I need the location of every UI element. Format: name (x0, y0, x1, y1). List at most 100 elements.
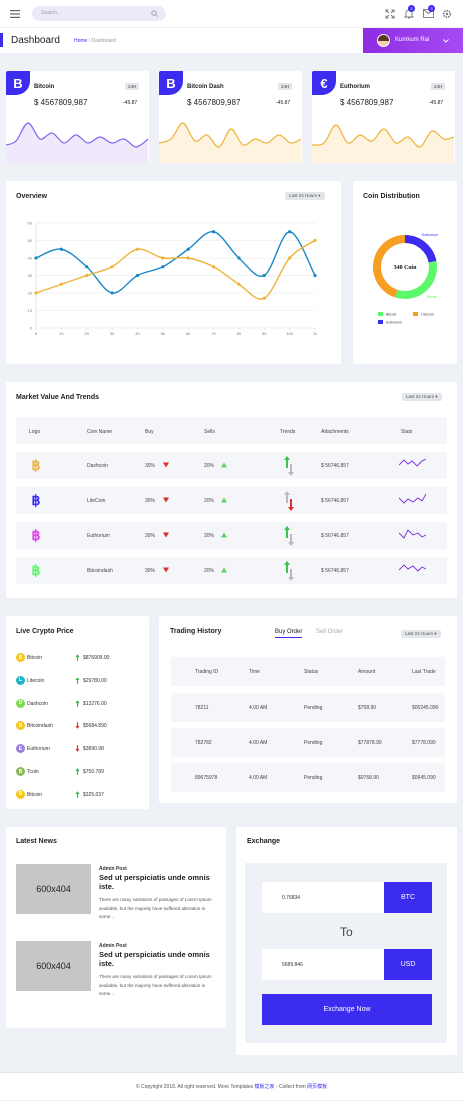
legend-label: Bitcoin (386, 313, 397, 317)
to-amount-input[interactable]: 5689.846 (262, 949, 384, 980)
live-coin-price: $29780.00 (83, 677, 107, 684)
tab-sell-order[interactable]: Sell Order (316, 629, 344, 635)
buy-value: 30% (145, 533, 156, 539)
news-excerpt: There are many variations of passages of… (99, 897, 212, 919)
market-column-header: Logo (29, 429, 41, 435)
data-point (313, 273, 317, 278)
donut-slice (404, 235, 437, 263)
legend-label: Euthorium (386, 321, 402, 325)
y-tick-label: 0 (30, 326, 33, 331)
data-point (110, 265, 114, 269)
coin-logo-icon: ฿ (31, 456, 41, 473)
ticker-badge: 24H (125, 83, 140, 90)
coin-badge-icon: L (16, 675, 25, 685)
data-point (211, 230, 216, 234)
market-row[interactable]: ฿ Dashcoin 30% 20% $ 56746,857 (16, 452, 447, 479)
market-row[interactable]: ฿ Bitcoindash 30% 20% $ 56746,857 (16, 557, 447, 584)
to-currency-select[interactable]: USD (384, 949, 432, 980)
search-icon[interactable] (151, 10, 158, 17)
news-headline[interactable]: Sed ut perspiciatis unde omnis iste. (99, 873, 210, 891)
ticker-change: -45.87 (123, 100, 138, 106)
ticker-change: -45.87 (276, 100, 291, 106)
y-tick-label: 10 (28, 308, 33, 313)
history-filter-select[interactable]: Last 24 Hours ▾ (401, 630, 441, 638)
ticker-name: Bitcoin (34, 84, 55, 90)
ticker-price: $ 4567809,987 (34, 98, 88, 107)
user-menu[interactable]: Kumkum Rai (363, 28, 463, 53)
footer-link-templates[interactable]: 模板之家 (254, 1084, 275, 1090)
live-coin-name: Litecoin (27, 677, 45, 684)
news-headline[interactable]: Sed ut perspiciatis unde omnis iste. (99, 950, 210, 968)
market-column-header: Stats (401, 429, 413, 435)
x-tick-label: 20 (85, 331, 90, 336)
y-tick-label: 60 (28, 221, 33, 226)
history-row[interactable]: 89675978 4.00 AM Pending $0768.90 $0945.090 (171, 763, 445, 792)
page-title: Dashboard (11, 35, 60, 46)
trend-arrows-icon (282, 525, 296, 547)
live-coin-name: Bitcoindash (27, 723, 53, 730)
coin-badge-icon: B (16, 767, 25, 776)
y-tick-label: 50 (28, 238, 33, 243)
from-currency-select[interactable]: BTC (384, 882, 432, 913)
history-cell: 782782 (195, 740, 212, 746)
breadcrumb-home[interactable]: Home (74, 38, 88, 44)
coin-distribution-card: Coin Distribution 340 Coin Euthorium Bitco… (353, 181, 457, 364)
distribution-title: Coin Distribution (363, 193, 420, 200)
search-input[interactable]: Search... (41, 10, 62, 16)
news-thumbnail[interactable]: 600x404 (16, 941, 91, 991)
stats-sparkline (399, 529, 427, 539)
trading-history-card: Trading History Buy Order Sell Order Las… (159, 616, 457, 803)
sparkline-area (312, 125, 454, 163)
up-triangle-icon (221, 567, 227, 573)
x-tick-label: 0 (35, 331, 38, 336)
history-row[interactable]: 782782 4.00 AM Pending $77878.90 $7778.090 (171, 728, 445, 757)
ticker-sparkline (6, 122, 149, 163)
live-coin-price: $750.789 (83, 769, 104, 775)
footer-link-webtemplates[interactable]: 网页模板 (307, 1084, 328, 1090)
fullscreen-icon[interactable] (384, 8, 395, 19)
donut-center-label: 340 Coin (394, 265, 418, 271)
coin-logo-icon: ฿ (31, 526, 41, 543)
live-coin-name: Bitcoin (27, 791, 43, 798)
market-filter-select[interactable]: Last 24 Hours ▾ (402, 393, 442, 401)
market-row[interactable]: ฿ Euthorium 30% 20% $ 56746,857 (16, 522, 447, 549)
exchange-now-button[interactable]: Exchange Now (262, 994, 432, 1025)
stats-sparkline (399, 494, 427, 504)
overview-filter-select[interactable]: Last 24 Hours ▾ (285, 192, 325, 200)
history-cell: 4.00 AM (249, 740, 268, 746)
coin-distribution-donut: 340 Coin Euthorium Bitcoin Bitcoin LiteCoin E… (373, 233, 438, 325)
footer: © Copyright 2018. All right reserved. Mo… (0, 1072, 463, 1100)
search-box[interactable]: Search... (32, 6, 166, 21)
arrow-up-icon (75, 768, 80, 775)
market-row[interactable]: ฿ LiteCoin 30% 20% $ 56746,857 (16, 487, 447, 514)
ticker-price: $ 4567809,987 (340, 98, 394, 107)
news-thumbnail[interactable]: 600x404 (16, 864, 91, 914)
ticker-card: B Bitcoin 24H $ 4567809,987 -45.87 (6, 71, 149, 163)
news-author: Admin Post (99, 943, 127, 949)
x-tick-label: 80 (237, 331, 242, 336)
history-row[interactable]: 78211 4.00 AM Pending $758.90 $05245.090 (171, 693, 445, 722)
ticker-card: € Euthorium 24H $ 4567809,987 -45.87 (312, 71, 455, 163)
x-tick-label: 100 (286, 331, 293, 336)
coin-glyph: € (320, 75, 328, 91)
coin-badge-icon: E (16, 744, 25, 754)
data-point (262, 273, 266, 278)
ticker-card: B Bitcoin Dash 24H $ 4567809,987 -45.87 (159, 71, 302, 163)
data-point (161, 265, 165, 269)
history-cell: $0945.090 (412, 775, 436, 781)
data-point (186, 256, 190, 260)
tab-buy-order[interactable]: Buy Order (275, 629, 303, 638)
legend-swatch (413, 312, 418, 316)
breadcrumb: Home / Dashboard (74, 38, 116, 44)
x-tick-label: 90 (262, 331, 267, 336)
coin-badge-icon: B (16, 721, 25, 731)
coin-icon: B (159, 71, 183, 95)
coin-badge-icon: D (16, 698, 25, 708)
title-accent (0, 33, 3, 47)
from-amount-input[interactable]: 0.76834 (262, 882, 384, 913)
gear-icon[interactable] (441, 8, 452, 19)
data-point (135, 247, 140, 251)
ticker-sparkline (159, 122, 302, 163)
coin-name: LiteCoin (87, 498, 106, 504)
menu-icon[interactable] (10, 9, 20, 18)
